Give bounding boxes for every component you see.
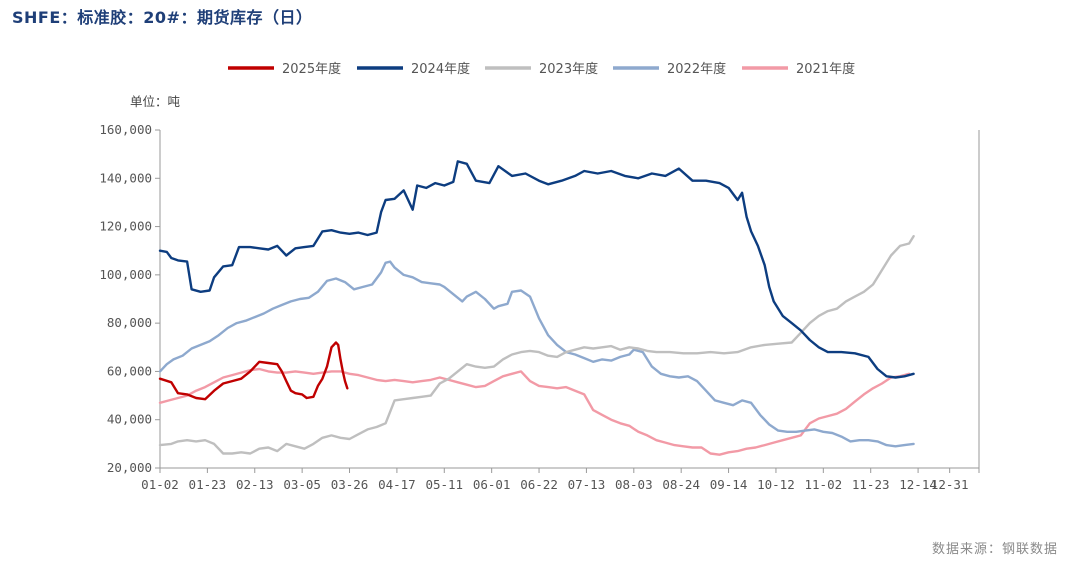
y-tick-label: 80,000 xyxy=(107,315,152,330)
y-tick-label: 160,000 xyxy=(99,122,152,137)
legend-label: 2022年度 xyxy=(667,61,726,77)
x-tick-label: 08-24 xyxy=(662,477,700,492)
x-tick-label: 12-31 xyxy=(931,477,969,492)
y-tick-label: 40,000 xyxy=(107,412,152,427)
series-lines xyxy=(158,160,915,456)
x-tick-label: 12-14 xyxy=(899,477,937,492)
series-line-2021年度 xyxy=(158,367,911,456)
x-tick-label: 01-23 xyxy=(189,477,227,492)
y-tick-label: 60,000 xyxy=(107,363,152,378)
series-line-2022年度 xyxy=(158,260,915,448)
y-tick-label: 140,000 xyxy=(99,170,152,185)
y-axis: 20,000 40,000 60,000 80,000 100,000 120,000 14… xyxy=(99,122,160,475)
x-tick-label: 05-11 xyxy=(425,477,463,492)
x-tick-label: 11-02 xyxy=(805,477,843,492)
x-tick-label: 02-13 xyxy=(236,477,274,492)
x-tick-label: 04-17 xyxy=(378,477,416,492)
y-axis-label: 单位：吨 xyxy=(130,94,181,109)
legend-label: 2024年度 xyxy=(411,61,470,77)
y-tick-label: 120,000 xyxy=(99,219,152,234)
x-axis: 01-02 01-23 02-13 03-05 03-26 04-17 05-11 06-01… xyxy=(141,468,980,492)
legend-label: 2023年度 xyxy=(539,61,598,77)
legend-label: 2025年度 xyxy=(282,61,341,77)
x-tick-label: 06-01 xyxy=(473,477,511,492)
x-tick-label: 10-12 xyxy=(757,477,795,492)
series-line-2025年度 xyxy=(158,341,349,401)
chart-title: SHFE：标准胶：20#：期货库存（日） xyxy=(12,8,313,27)
plot-frame xyxy=(159,130,980,469)
y-tick-label: 20,000 xyxy=(107,460,152,475)
x-tick-label: 09-14 xyxy=(710,477,748,492)
x-tick-label: 01-02 xyxy=(141,477,179,492)
x-tick-label: 11-23 xyxy=(852,477,890,492)
series-line-2024年度 xyxy=(158,160,915,379)
series-line-2023年度 xyxy=(158,235,915,455)
x-tick-label: 03-26 xyxy=(331,477,369,492)
x-tick-label: 07-13 xyxy=(568,477,606,492)
x-tick-label: 06-22 xyxy=(520,477,558,492)
x-tick-label: 08-03 xyxy=(615,477,653,492)
y-tick-label: 100,000 xyxy=(99,267,152,282)
legend: 2025年度 2024年度 2023年度 2022年度 2021年度 xyxy=(228,61,855,77)
data-source: 数据来源：钢联数据 xyxy=(931,542,1058,557)
legend-label: 2021年度 xyxy=(796,61,855,77)
x-tick-label: 03-05 xyxy=(283,477,321,492)
